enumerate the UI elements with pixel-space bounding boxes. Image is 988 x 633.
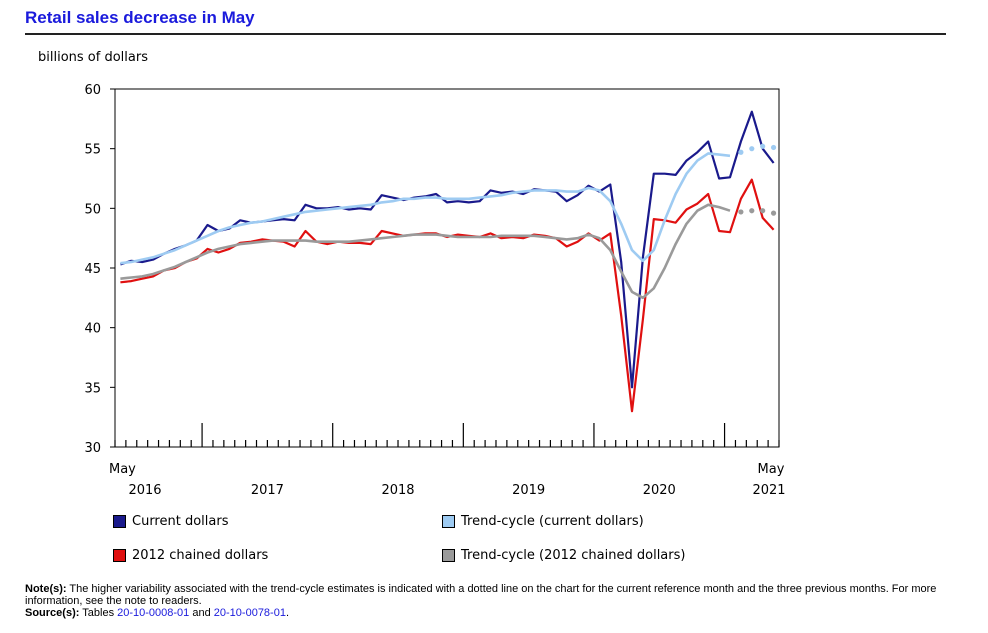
title-divider [25, 33, 946, 35]
y-tick-label: 60 [84, 83, 101, 98]
y-tick-label: 30 [84, 441, 101, 456]
x-tick-label: 2021 [752, 483, 785, 498]
y-tick-label: 50 [84, 202, 101, 217]
source-line: Source(s): Tables 20-10-0008-01 and 20-1… [25, 607, 960, 619]
y-axis-label: billions of dollars [38, 50, 148, 65]
source-and: and [192, 607, 211, 619]
note-line: Note(s): The higher variability associat… [25, 583, 960, 607]
legend-item-current: Current dollars [113, 514, 228, 529]
note-text: The higher variability associated with t… [25, 583, 937, 607]
source-link-table2[interactable]: 20-10-0078-01 [213, 607, 286, 619]
x-tick-label: 2018 [381, 483, 414, 498]
series-line [120, 203, 731, 300]
chart-notes: Note(s): The higher variability associat… [25, 583, 960, 619]
legend-label-trend-current: Trend-cycle (current dollars) [461, 514, 644, 529]
trend-dot [760, 143, 766, 149]
x-tick-label: 2016 [128, 483, 161, 498]
y-tick-label: 35 [84, 381, 101, 396]
plot-area [114, 88, 780, 448]
series-line [120, 152, 731, 265]
trend-dot [738, 149, 744, 155]
legend-item-trend-chained: Trend-cycle (2012 chained dollars) [442, 548, 685, 563]
source-prefix: Tables [82, 607, 115, 619]
x-tick-label: May [758, 462, 785, 477]
y-axis: 30 35 40 45 50 55 60 [84, 83, 115, 456]
legend-swatch-chained [113, 549, 126, 562]
legend-swatch-current [113, 515, 126, 528]
legend-item-chained: 2012 chained dollars [113, 548, 268, 563]
y-tick-label: 40 [84, 322, 101, 337]
source-link-table1[interactable]: 20-10-0008-01 [117, 607, 190, 619]
series-layer [120, 110, 777, 413]
source-end: . [285, 607, 290, 619]
trend-dot [738, 209, 744, 215]
note-label: Note(s): [25, 583, 67, 595]
legend-item-trend-current: Trend-cycle (current dollars) [442, 514, 644, 529]
x-tick-label: 2017 [251, 483, 284, 498]
y-tick-label: 45 [84, 262, 101, 277]
y-tick-label: 55 [84, 143, 101, 158]
trend-dot [770, 144, 777, 151]
trend-dot [749, 208, 755, 214]
series-line [120, 178, 775, 413]
x-axis-labels: May May 2016 2017 2018 2019 2020 2021 [109, 462, 786, 498]
x-axis [114, 423, 780, 447]
legend-label-chained: 2012 chained dollars [132, 548, 269, 563]
legend-swatch-trend-chained [442, 549, 455, 562]
chart-title: Retail sales decrease in May [25, 8, 255, 27]
legend-label-current: Current dollars [132, 514, 229, 529]
source-label: Source(s): [25, 607, 80, 619]
trend-dot [749, 146, 755, 152]
legend-label-trend-chained: Trend-cycle (2012 chained dollars) [461, 548, 686, 563]
x-tick-label: May [109, 462, 136, 477]
legend-swatch-trend-current [442, 515, 455, 528]
trend-dot [770, 210, 777, 216]
trend-dot [760, 208, 766, 214]
x-tick-label: 2019 [512, 483, 545, 498]
x-tick-label: 2020 [643, 483, 676, 498]
